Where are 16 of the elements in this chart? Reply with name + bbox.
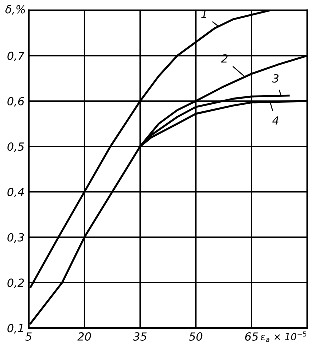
y-axis-title: δ,% bbox=[6, 5, 26, 15]
y-tick-label: 0,6 bbox=[8, 97, 24, 107]
x-tick-label: 5 bbox=[26, 332, 32, 341]
y-tick-label: 0,7 bbox=[8, 52, 25, 62]
y-tick-label: 0,4 bbox=[8, 188, 24, 198]
y-tick-label: 0,2 bbox=[8, 278, 24, 288]
x-tick-label: 65 bbox=[245, 332, 258, 341]
x-tick-label: 35 bbox=[133, 332, 147, 341]
x-tick-label: 20 bbox=[78, 332, 92, 341]
y-tick-label: 0,5 bbox=[8, 142, 24, 152]
y-tick-label: 0,3 bbox=[8, 233, 24, 243]
x-tick-label: 50 bbox=[189, 332, 203, 341]
x-axis-title: ε$_{a}$ × 10$^{−5}$ bbox=[260, 332, 307, 342]
annotation: 4 bbox=[272, 116, 279, 125]
y-tick-label: 0,1 bbox=[8, 324, 24, 334]
annotation: 3 bbox=[272, 74, 279, 83]
